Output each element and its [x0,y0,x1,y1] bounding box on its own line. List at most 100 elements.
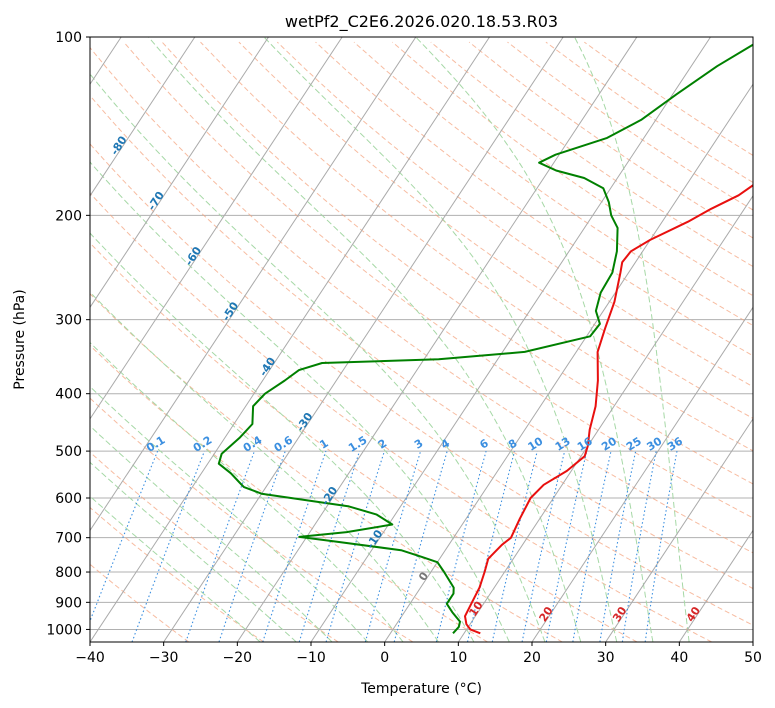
x-axis-ticks: −40 −30 −20 −10 0 10 20 30 40 50 [75,642,762,666]
moist-adiabat-line [90,461,297,642]
isotherm-line [605,417,753,642]
isotherm-line [90,37,269,309]
moist-adiabat-line [90,341,404,642]
isotherm-label: -40 [257,355,279,379]
mixing-ratio-line [262,450,327,642]
grid-lines [90,37,753,630]
x-tick-label: −10 [296,650,326,666]
dry-adiabat-line [353,41,753,327]
isotherm-line [90,37,343,420]
mixing-ratio-line [521,450,566,642]
y-tick-label: 400 [55,387,82,403]
mixing-ratio-label: 2 [376,437,389,452]
mixing-ratio-line [491,450,538,642]
mixing-ratio-label: 4 [439,436,453,451]
mixing-ratio-label: 3 [412,437,425,452]
dewpoint-profile-line [217,43,753,634]
y-tick-label: 1000 [46,622,82,638]
moist-adiabat-line [90,73,546,642]
mixing-ratio-line [393,450,448,642]
dry-adiabat-line [90,94,753,590]
dry-adiabats [90,41,753,642]
mixing-ratio-line [90,450,159,623]
sounding-series [217,43,753,635]
dry-adiabat-line [392,41,753,297]
dry-adiabat-line [90,344,488,642]
isotherm-label: -30 [294,410,316,434]
isotherm-line [90,37,490,642]
mixing-ratio-line [644,450,678,642]
chart-title: wetPf2_C2E6.2026.020.18.53.R03 [285,12,558,32]
moist-adiabat-line [90,161,510,642]
y-tick-label: 800 [55,565,82,581]
y-tick-label: 300 [55,313,82,329]
mixing-ratio-label: 0.6 [272,433,296,455]
dry-adiabat-line [238,41,753,419]
y-tick-label: 600 [55,491,82,507]
mixing-ratio-line [325,450,385,642]
dry-adiabat-line [276,41,753,388]
y-tick-label: 100 [55,30,82,46]
dry-adiabat-line [161,41,753,485]
isotherms [90,37,753,642]
dry-adiabat-line [90,397,414,642]
dry-adiabat-line [430,41,753,268]
x-tick-label: −20 [223,650,253,666]
moist-adiabat-line [574,37,690,642]
y-tick-label: 700 [55,531,82,547]
y-axis-ticks: 100 200 300 400 500 600 700 800 900 1000 [46,30,90,638]
isotherm-line [310,37,711,642]
isotherm-label: 30 [610,604,629,624]
isotherm-line [531,306,753,642]
isotherm-label: 10 [466,599,485,619]
dry-adiabat-line [123,41,753,519]
moist-adiabat-line [415,37,654,642]
temperature-profile-line [464,184,753,635]
dry-adiabat-line [90,563,190,642]
x-tick-label: 0 [380,650,389,666]
y-tick-label: 900 [55,595,82,611]
dry-adiabat-line [90,242,638,642]
moist-adiabat-line [148,37,582,642]
x-tick-label: −30 [149,650,179,666]
dry-adiabat-line [545,41,753,184]
x-tick-label: −40 [75,650,105,666]
isotherm-line [752,641,753,642]
x-tick-label: 40 [670,650,688,666]
mixing-ratio-line [131,450,205,642]
isotherm-label: -70 [145,189,167,213]
x-axis-label: Temperature (°C) [360,681,482,697]
isotherm-line [678,529,753,642]
x-tick-label: 50 [744,650,762,666]
x-tick-label: 30 [597,650,615,666]
isotherm-line [457,194,753,642]
plot-frame [89,36,754,643]
x-tick-label: 10 [449,650,467,666]
isotherm-label: 20 [536,604,555,624]
mixing-ratio-line [435,450,487,642]
dry-adiabat-line [90,192,712,642]
dry-adiabat-line [90,293,563,642]
y-axis-label: Pressure (hPa) [12,289,28,389]
dry-adiabat-line [315,41,753,357]
isotherm-line [236,37,638,642]
moist-adiabat-line [90,291,439,642]
isotherm-line [163,37,564,642]
isotherm-label: -60 [182,244,204,268]
mixing-ratio-line [218,450,286,642]
mixing-ratio-line [298,450,361,642]
mixing-ratio-line [185,450,255,642]
y-tick-label: 500 [55,444,82,460]
x-tick-label: 20 [523,650,541,666]
mixing-ratio-label: 8 [506,437,519,452]
moist-adiabat-line [90,385,369,642]
plot-area [90,37,753,642]
isotherm-line [90,37,417,532]
dry-adiabat-line [200,41,753,452]
dry-adiabat-line [90,46,753,554]
dry-adiabat-line [90,451,339,642]
y-tick-label: 200 [55,208,82,224]
mixing-ratio-label: 6 [478,436,492,451]
moist-adiabat-line [90,495,261,642]
